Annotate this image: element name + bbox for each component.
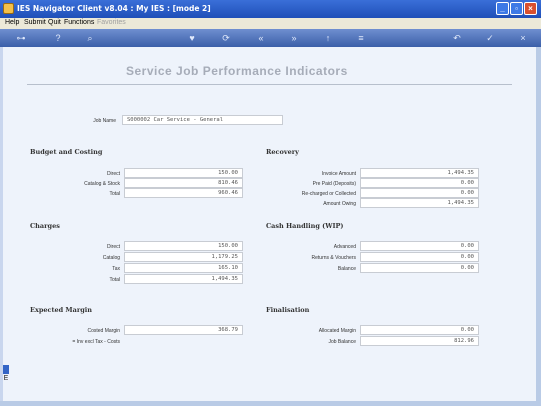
help-icon[interactable]: ? [55,33,61,43]
side-tab-icon[interactable]: E [3,374,9,384]
rewind-icon[interactable]: « [258,33,264,43]
arrow-up-icon[interactable]: ↑ [325,33,331,43]
budget-total-field[interactable]: 960.46 [124,188,243,198]
minimize-button[interactable]: _ [496,2,509,15]
cash-advanced-field[interactable]: 0.00 [360,241,479,251]
charges-direct-field[interactable]: 150.00 [124,241,243,251]
charges-tax-label: Tax [112,266,120,272]
charges-section-title: Charges [30,222,60,230]
search-icon[interactable]: ⌕ [87,33,93,43]
forward-icon[interactable]: » [291,33,297,43]
costed-margin-label: Costed Margin [87,328,120,334]
charges-catalog-label: Catalog [102,255,120,261]
recovery-recharged-label: Re-charged or Collected [301,191,356,197]
charges-direct-label: Direct [106,244,120,250]
job-balance-field[interactable]: 812.96 [360,336,479,346]
heart-icon[interactable]: ♥ [189,33,195,43]
refresh-icon[interactable]: ⟳ [222,33,230,43]
toolbar: ⊶ ? ⌕ ♥ ⟳ « » ↑ ≡ ↶ ✓ × [0,29,541,47]
app-icon [3,3,14,14]
allocated-margin-field[interactable]: 0.00 [360,325,479,335]
charges-catalog-field[interactable]: 1,179.25 [124,252,243,262]
recovery-section-title: Recovery [266,148,299,156]
cash-advanced-label: Advanced [333,244,356,250]
budget-section-title: Budget and Costing [30,148,103,156]
menu-bar: Help Submit Quit Functions Favorites [0,18,541,29]
charges-tax-field[interactable]: 165.10 [124,263,243,273]
job-name-field[interactable]: S000002 Car Service - General [122,115,283,125]
recovery-invoice-label: Invoice Amount [321,171,356,177]
recovery-prepaid-field[interactable]: 0.00 [360,178,479,188]
job-balance-label: Job Balance [328,339,356,345]
job-name-label: Job Name [93,118,116,124]
margin-section-title: Expected Margin [30,306,92,314]
menu-favorites[interactable]: Favorites [97,19,126,26]
recovery-owing-label: Amount Owing [323,201,356,207]
recovery-prepaid-label: Pre Paid (Deposits) [312,181,356,187]
budget-catalog-field[interactable]: 810.46 [124,178,243,188]
allocated-margin-label: Allocated Margin [318,328,356,334]
menu-functions[interactable]: Functions [64,19,95,26]
budget-direct-label: Direct [106,171,120,177]
menu-submit[interactable]: Submit [24,19,46,26]
check-icon[interactable]: ✓ [486,33,494,43]
recovery-recharged-field[interactable]: 0.00 [360,188,479,198]
budget-total-label: Total [109,191,120,197]
recovery-owing-field[interactable]: 1,494.35 [360,198,479,208]
budget-direct-field[interactable]: 150.00 [124,168,243,178]
back-icon[interactable]: ↶ [453,33,461,43]
close-button[interactable]: × [524,2,537,15]
cancel-icon[interactable]: × [520,33,526,43]
margin-formula-note: = Inv excl Tax - Costs [72,339,120,345]
page-title: Service Job Performance Indicators [126,64,348,78]
charges-total-label: Total [109,277,120,283]
list-icon[interactable]: ≡ [358,33,364,43]
cash-returns-label: Returns & Vouchers [311,255,356,261]
cash-section-title: Cash Handling (WIP) [266,222,344,230]
budget-catalog-label: Catalog & Stock [84,181,120,187]
costed-margin-field[interactable]: 368.79 [124,325,243,335]
cash-returns-field[interactable]: 0.00 [360,252,479,262]
cash-balance-field[interactable]: 0.00 [360,263,479,273]
recovery-invoice-field[interactable]: 1,494.35 [360,168,479,178]
key-icon[interactable]: ⊶ [16,33,26,43]
menu-help[interactable]: Help [5,19,20,26]
final-section-title: Finalisation [266,306,310,314]
window-title: IES Navigator Client v8.04 : My IES : [m… [17,4,211,13]
title-bar: IES Navigator Client v8.04 : My IES : [m… [0,0,541,18]
maximize-button[interactable]: ▫ [510,2,523,15]
menu-quit[interactable]: Quit [48,19,61,26]
title-divider [27,84,512,85]
cash-balance-label: Balance [337,266,356,272]
charges-total-field[interactable]: 1,494.35 [124,274,243,284]
